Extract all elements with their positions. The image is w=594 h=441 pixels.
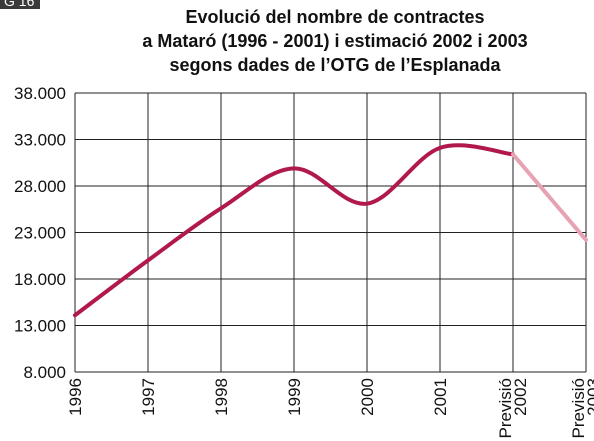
x-tick-label: 2000 [358,378,377,416]
y-tick-label: 18.000 [14,270,66,289]
x-tick-label: 1996 [66,378,85,416]
x-tick-label: 1999 [285,378,304,416]
y-tick-label: 23.000 [14,224,66,243]
series-line [511,152,588,242]
chart-title: segons dades de l’OTG de l’Esplanada [169,55,501,75]
badge: G 16 [4,0,35,9]
x-tick-label: 1998 [212,378,231,416]
x-tick-label: 1997 [139,378,158,416]
y-tick-label: 8.000 [23,363,66,382]
x-tick-label: Previsió2003 [569,378,594,438]
series-line [73,143,515,318]
chart-title: a Mataró (1996 - 2001) i estimació 2002 … [142,31,527,51]
y-tick-label: 38.000 [14,84,66,103]
chart-title: Evolució del nombre de contractes [185,7,484,27]
y-tick-label: 13.000 [14,317,66,336]
x-tick-label: Previsió2002 [496,378,530,438]
badge-box [0,0,40,9]
y-tick-label: 33.000 [14,131,66,150]
y-tick-label: 28.000 [14,177,66,196]
x-tick-label: 2001 [431,378,450,416]
